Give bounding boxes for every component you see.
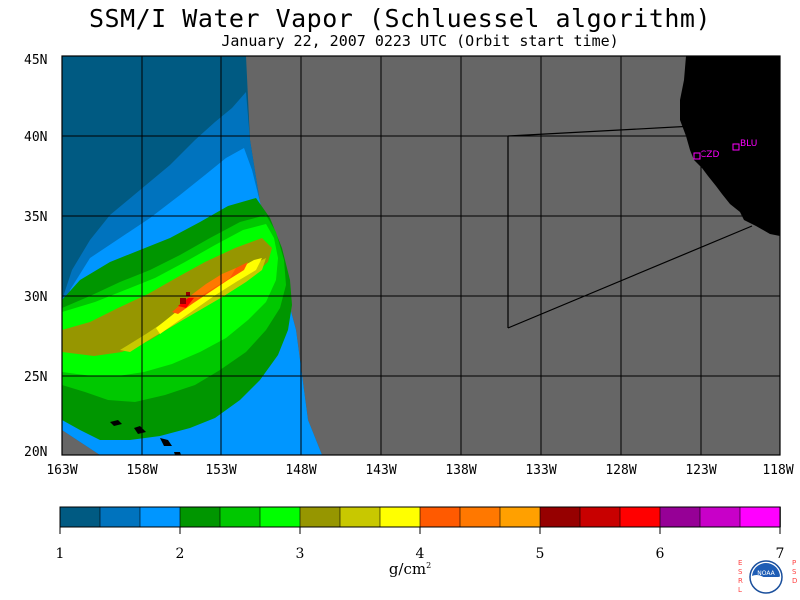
lat-label: 25N: [24, 370, 47, 385]
chart-subtitle: January 22, 2007 0223 UTC (Orbit start t…: [221, 32, 619, 50]
latitude-labels: 45N 40N 35N 30N 25N 20N: [24, 53, 47, 460]
colorbar-swatch: [539, 506, 581, 528]
lat-label: 30N: [24, 290, 47, 305]
lon-label: 138W: [445, 463, 476, 478]
colorbar-swatch: [139, 506, 181, 528]
station-czd-marker: [693, 152, 701, 160]
longitude-labels: 163W 158W 153W 148W 143W 138W 133W 128W …: [46, 463, 793, 478]
logo-psd-p: P: [792, 559, 796, 567]
logo-upper: [752, 563, 780, 577]
colorbar-tick-label: 2: [176, 546, 185, 562]
lat-label: 45N: [24, 53, 47, 68]
map-frame: [61, 55, 781, 456]
lon-label: 153W: [205, 463, 236, 478]
colorbar-swatch: [499, 506, 541, 528]
logo-esrl-s: S: [738, 568, 743, 576]
logo-psd-s: S: [792, 568, 797, 576]
colorbar-swatch: [579, 506, 621, 528]
colorbar-swatch: [179, 506, 221, 528]
noaa-logo: E S R L NOAA P S D: [738, 559, 797, 594]
colorbar-ticks: [59, 527, 781, 534]
lat-label: 20N: [24, 445, 47, 460]
colorbar-tick-label: 1: [56, 546, 65, 562]
colorbar-swatch: [259, 506, 301, 528]
colorbar-unit: g/cm2: [380, 560, 440, 578]
colorbar-swatches: [59, 506, 781, 528]
colorbar-swatch: [419, 506, 461, 528]
station-markers: CZD BLU: [693, 139, 757, 160]
water-vapor-swath: [62, 56, 322, 455]
colorbar-swatch: [619, 506, 661, 528]
colorbar-swatch: [659, 506, 701, 528]
station-blu-marker: [732, 143, 740, 151]
hawaii-islands: [110, 420, 181, 455]
colorbar-swatch: [739, 506, 781, 528]
colorbar-swatch: [699, 506, 741, 528]
station-blu-label: BLU: [740, 139, 757, 149]
lon-label: 133W: [525, 463, 556, 478]
colorbar-swatch: [99, 506, 141, 528]
chart-title: SSM/I Water Vapor (Schluessel algorithm): [88, 4, 712, 33]
colorbar-swatch: [459, 506, 501, 528]
unit-base: g/cm: [388, 560, 427, 578]
lat-label: 35N: [24, 210, 47, 225]
unit-exponent: 2: [426, 561, 432, 570]
lon-label: 118W: [762, 463, 793, 478]
lon-label: 143W: [365, 463, 396, 478]
colorbar-tick-label: 5: [536, 546, 545, 562]
station-czd-label: CZD: [700, 150, 719, 160]
lon-label: 148W: [285, 463, 316, 478]
colorbar-tick-label: 3: [296, 546, 305, 562]
colorbar-swatch: [299, 506, 341, 528]
map: CZD BLU 45N: [24, 53, 794, 478]
colorbar-swatch: [219, 506, 261, 528]
colorbar-swatch: [59, 506, 101, 528]
colorbar-swatch: [339, 506, 381, 528]
logo-esrl-l: L: [738, 586, 742, 594]
logo-psd-d: D: [792, 577, 797, 585]
logo-esrl-e: E: [738, 559, 742, 567]
map-grid: [62, 56, 780, 455]
colorbar-swatch: [379, 506, 421, 528]
colorbar-tick-labels: 1 2 3 4 5 6 7: [56, 546, 785, 562]
lon-label: 158W: [126, 463, 157, 478]
land-mass: [680, 56, 780, 236]
logo-noaa-text: NOAA: [757, 570, 775, 577]
lat-label: 40N: [24, 130, 47, 145]
lon-label: 128W: [605, 463, 636, 478]
lon-label: 163W: [46, 463, 77, 478]
colorbar-tick-label: 4: [416, 546, 425, 562]
colorbar-tick-label: 6: [656, 546, 665, 562]
colorbar-tick-label: 7: [776, 546, 785, 562]
logo-bird: [751, 575, 781, 584]
lon-label: 123W: [685, 463, 716, 478]
logo-esrl-r: R: [738, 577, 743, 585]
